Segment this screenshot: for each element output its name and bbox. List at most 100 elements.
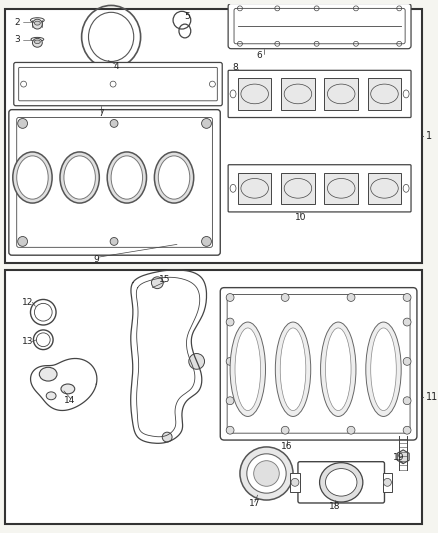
Ellipse shape	[403, 426, 411, 434]
Ellipse shape	[280, 328, 306, 410]
Ellipse shape	[226, 397, 234, 405]
Text: 8: 8	[232, 63, 238, 72]
FancyBboxPatch shape	[227, 295, 410, 433]
Ellipse shape	[201, 237, 212, 246]
Ellipse shape	[226, 426, 234, 434]
Ellipse shape	[403, 397, 411, 405]
Text: 1: 1	[426, 131, 432, 141]
Text: 10: 10	[295, 213, 307, 222]
Bar	[238, 78, 272, 110]
Ellipse shape	[154, 152, 194, 203]
Ellipse shape	[110, 238, 118, 245]
Ellipse shape	[241, 84, 268, 104]
Ellipse shape	[276, 322, 311, 416]
Text: 15: 15	[159, 275, 171, 284]
Ellipse shape	[107, 152, 147, 203]
Ellipse shape	[226, 318, 234, 326]
Ellipse shape	[366, 322, 401, 416]
Ellipse shape	[284, 179, 312, 198]
Ellipse shape	[46, 392, 56, 400]
Ellipse shape	[235, 328, 261, 410]
Ellipse shape	[226, 294, 234, 301]
Ellipse shape	[189, 353, 205, 369]
FancyBboxPatch shape	[228, 3, 411, 49]
Bar	[325, 173, 358, 204]
Ellipse shape	[328, 84, 355, 104]
Ellipse shape	[384, 479, 392, 486]
Ellipse shape	[32, 19, 42, 29]
Text: 5: 5	[184, 12, 190, 21]
Ellipse shape	[35, 303, 52, 321]
Text: 3: 3	[15, 35, 21, 44]
Ellipse shape	[202, 119, 210, 127]
Text: 16: 16	[281, 442, 293, 451]
Ellipse shape	[39, 367, 57, 381]
Text: 4: 4	[113, 62, 119, 71]
Ellipse shape	[371, 328, 396, 410]
Ellipse shape	[33, 330, 53, 350]
Ellipse shape	[61, 384, 75, 394]
Ellipse shape	[202, 238, 210, 245]
Text: 18: 18	[329, 503, 341, 512]
Bar	[5, 270, 422, 523]
Ellipse shape	[281, 426, 289, 434]
Ellipse shape	[17, 156, 48, 199]
FancyBboxPatch shape	[234, 9, 405, 44]
FancyBboxPatch shape	[9, 110, 220, 255]
Text: 6: 6	[257, 51, 262, 60]
Bar	[281, 173, 314, 204]
Ellipse shape	[328, 179, 355, 198]
Bar	[368, 173, 401, 204]
Ellipse shape	[226, 358, 234, 365]
Ellipse shape	[284, 84, 312, 104]
Ellipse shape	[321, 322, 356, 416]
Ellipse shape	[230, 322, 265, 416]
Ellipse shape	[254, 461, 279, 486]
Ellipse shape	[111, 156, 143, 199]
Text: 11: 11	[426, 392, 438, 402]
Bar	[5, 10, 422, 263]
Bar	[238, 173, 272, 204]
Ellipse shape	[371, 84, 398, 104]
Ellipse shape	[403, 318, 411, 326]
Ellipse shape	[291, 479, 299, 486]
Text: 13: 13	[21, 337, 33, 346]
Ellipse shape	[13, 152, 52, 203]
Ellipse shape	[201, 118, 212, 128]
Ellipse shape	[18, 237, 28, 246]
Bar	[325, 78, 358, 110]
Ellipse shape	[32, 38, 42, 47]
Ellipse shape	[247, 454, 286, 493]
Ellipse shape	[371, 179, 398, 198]
Ellipse shape	[18, 118, 28, 128]
Bar	[382, 473, 392, 492]
Ellipse shape	[320, 463, 363, 502]
FancyBboxPatch shape	[228, 70, 411, 118]
Ellipse shape	[19, 119, 27, 127]
FancyBboxPatch shape	[19, 67, 217, 101]
Ellipse shape	[60, 152, 99, 203]
Ellipse shape	[281, 294, 289, 301]
Ellipse shape	[64, 156, 95, 199]
FancyBboxPatch shape	[14, 62, 222, 106]
Ellipse shape	[162, 432, 172, 442]
Ellipse shape	[110, 119, 118, 127]
Text: 17: 17	[249, 499, 260, 508]
Ellipse shape	[347, 294, 355, 301]
Text: 14: 14	[64, 396, 75, 405]
FancyBboxPatch shape	[220, 288, 417, 440]
FancyBboxPatch shape	[228, 165, 411, 212]
Ellipse shape	[36, 333, 50, 346]
Ellipse shape	[240, 447, 293, 500]
Bar	[368, 78, 401, 110]
FancyBboxPatch shape	[17, 118, 212, 247]
Bar	[290, 473, 300, 492]
Ellipse shape	[325, 328, 351, 410]
Ellipse shape	[152, 277, 163, 289]
Ellipse shape	[347, 426, 355, 434]
Ellipse shape	[158, 156, 190, 199]
Bar	[281, 78, 314, 110]
Ellipse shape	[19, 238, 27, 245]
Ellipse shape	[35, 21, 40, 25]
Text: 19: 19	[393, 453, 405, 462]
